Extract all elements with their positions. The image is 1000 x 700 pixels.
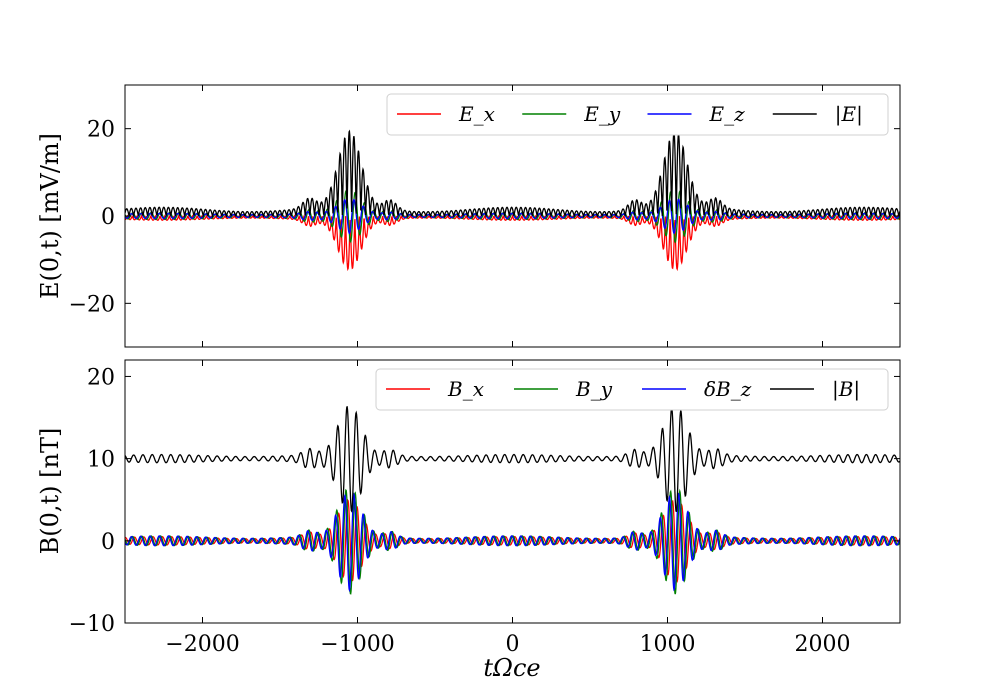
electric-field-legend: E_x E_y E_z |E|: [386, 93, 889, 136]
series-line-0: [125, 214, 900, 272]
x-tick-label: 2000: [795, 632, 851, 657]
y-tick-label: −20: [69, 292, 115, 317]
legend-entry-label: |B|: [832, 377, 860, 402]
legend-entry-label: E_y: [583, 102, 621, 126]
series-line-3: [125, 405, 900, 513]
magnetic-field-x-ticks: −2000 −1000 0 1000 2000: [165, 360, 851, 657]
y-tick-label: −10: [69, 612, 115, 637]
y-tick-label: 0: [101, 205, 115, 230]
legend-box: [386, 93, 889, 136]
legend-box: [375, 368, 889, 411]
x-axis-label: tΩce: [483, 654, 540, 682]
y-tick-label: 20: [87, 365, 115, 390]
electric-field-y-ticks: −20 0 20: [69, 118, 900, 317]
legend-entry-label: B_y: [575, 377, 613, 401]
x-tick-label: 0: [506, 632, 520, 657]
legend-entry-label: E_x: [458, 102, 495, 126]
y-tick-label: 20: [87, 118, 115, 143]
y-tick-label: 10: [87, 448, 115, 473]
x-tick-label: −2000: [165, 632, 239, 657]
legend-entry-label: E_z: [709, 102, 746, 126]
magnetic-field-legend: B_x B_y δB_z |B|: [375, 368, 889, 411]
electric-field-lines: [125, 129, 900, 272]
legend-entry-label: δB_z: [704, 377, 752, 401]
magnetic-field-lines: [125, 405, 900, 595]
x-tick-label: 1000: [640, 632, 696, 657]
electric-field-panel: −20 0 20 E(0,t) [mV/m] E_x E_y E_z |E|: [36, 84, 901, 348]
legend-entry-label: |E|: [835, 102, 863, 127]
magnetic-field-y-axis-label: B(0,t) [nT]: [36, 428, 64, 555]
x-tick-label: −1000: [320, 632, 394, 657]
magnetic-field-y-ticks: −10 0 10 20: [69, 365, 900, 637]
electric-field-x-ticks: [202, 85, 823, 347]
series-line-3: [125, 129, 900, 219]
y-tick-label: 0: [101, 530, 115, 555]
electric-field-y-axis-label: E(0,t) [mV/m]: [36, 133, 64, 299]
series-line-2: [125, 492, 900, 593]
magnetic-field-panel: −10 0 10 20 −2000 −1000 0 1000 2000 B(0,t) [nT]…: [36, 359, 901, 682]
legend-entry-label: B_x: [447, 377, 484, 401]
